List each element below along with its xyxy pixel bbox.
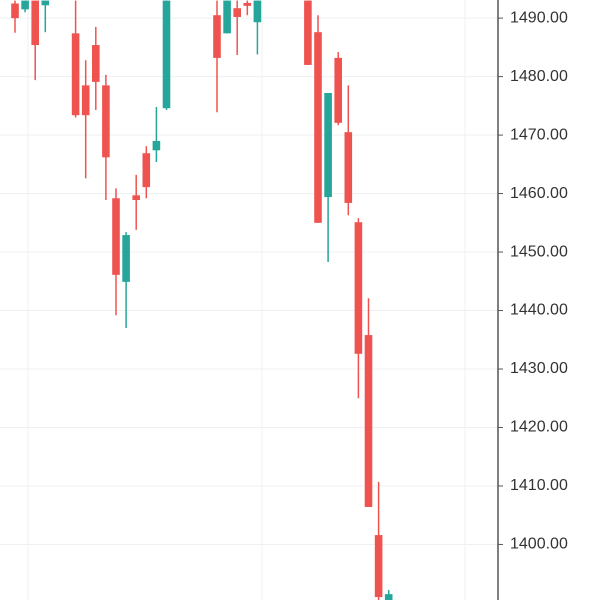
candle-body bbox=[122, 235, 130, 282]
candle-body bbox=[364, 335, 373, 508]
candle-body bbox=[243, 2, 252, 6]
candle-body bbox=[334, 57, 342, 123]
candle-body bbox=[92, 45, 100, 82]
candle-body bbox=[162, 0, 171, 109]
candle-body bbox=[142, 153, 151, 188]
y-tick-label: 1470.00 bbox=[510, 126, 568, 143]
candle-body bbox=[11, 3, 19, 19]
y-tick-label: 1490.00 bbox=[510, 9, 568, 26]
y-axis: 1400.00 1410.00 1420.00 1430.00 1440.00 1450.… bbox=[498, 9, 568, 553]
candle-body bbox=[81, 85, 90, 116]
candle-body bbox=[324, 92, 332, 198]
candles bbox=[11, 0, 393, 600]
candle-body bbox=[152, 140, 161, 151]
candle-body bbox=[253, 0, 262, 23]
y-tick-label: 1450.00 bbox=[510, 243, 568, 260]
candle-body bbox=[102, 85, 110, 158]
candle-body bbox=[41, 0, 50, 6]
y-tick-label: 1430.00 bbox=[510, 360, 568, 377]
candle-body bbox=[374, 535, 383, 598]
candle-body bbox=[132, 195, 140, 200]
candle-body bbox=[314, 32, 322, 223]
y-tick-label: 1460.00 bbox=[510, 185, 568, 202]
y-tick-label: 1400.00 bbox=[510, 536, 568, 553]
candle-body bbox=[213, 15, 221, 58]
grid bbox=[0, 17, 498, 545]
y-tick-label: 1410.00 bbox=[510, 477, 568, 494]
candle-body bbox=[223, 0, 231, 34]
candle-body bbox=[112, 198, 120, 275]
candle-body bbox=[304, 0, 312, 65]
candle-body bbox=[384, 594, 393, 600]
candle-body bbox=[71, 33, 80, 116]
y-tick-label: 1440.00 bbox=[510, 302, 568, 319]
candle-body bbox=[354, 222, 363, 354]
candle-body bbox=[31, 0, 39, 46]
y-tick-label: 1480.00 bbox=[510, 68, 568, 85]
candle-body bbox=[344, 132, 353, 203]
candle-body bbox=[233, 8, 241, 17]
candle-body bbox=[21, 0, 29, 10]
y-tick-label: 1420.00 bbox=[510, 419, 568, 436]
